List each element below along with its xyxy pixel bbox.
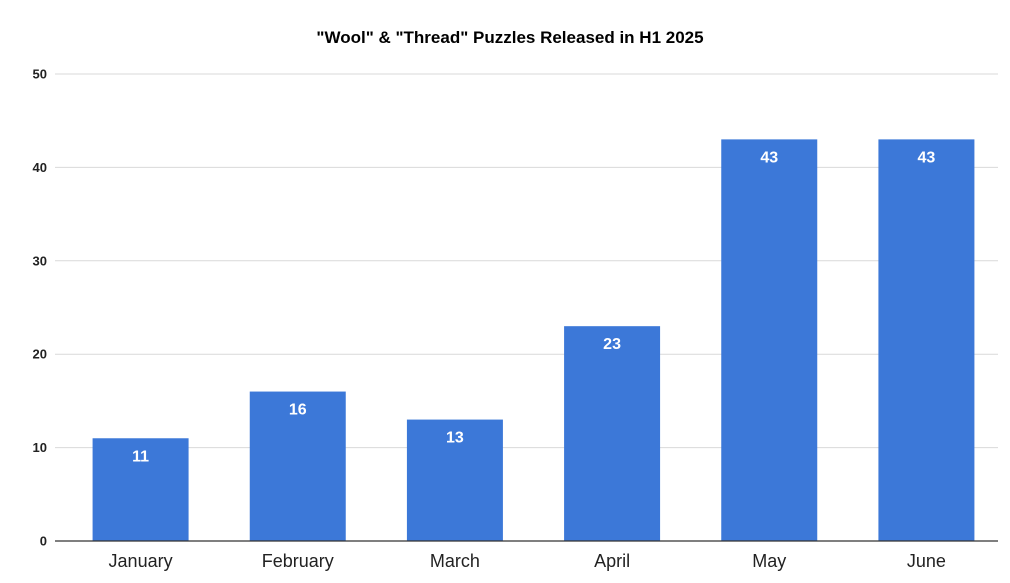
bar-data-label: 23 [603, 336, 621, 353]
x-tick-label: June [907, 551, 946, 571]
y-tick-label: 10 [33, 440, 47, 455]
bar-data-label: 43 [918, 149, 936, 166]
y-tick-label: 20 [33, 347, 47, 362]
bar-data-label: 11 [132, 448, 149, 465]
bar-may [721, 139, 818, 541]
y-axis-ticks: 0 10 20 30 40 50 [33, 67, 47, 549]
x-tick-label: January [109, 551, 173, 571]
x-tick-label: May [752, 551, 786, 571]
bar-data-label: 13 [446, 430, 464, 447]
bar-june [878, 139, 975, 541]
y-tick-label: 40 [33, 160, 47, 175]
bar-february [249, 391, 346, 541]
y-tick-label: 50 [33, 67, 47, 82]
bar-january [92, 438, 189, 541]
chart-title: "Wool" & "Thread" Puzzles Released in H1… [316, 28, 703, 47]
bar-april [564, 326, 661, 541]
x-tick-label: April [594, 551, 630, 571]
bar-data-label: 16 [289, 402, 307, 419]
bar-march [406, 419, 503, 541]
bar-data-labels: 11 16 13 23 43 43 [132, 149, 935, 465]
y-tick-label: 0 [40, 534, 47, 549]
x-axis-ticks: January February March April May June [109, 551, 946, 571]
gridlines [55, 73, 998, 449]
bar-data-label: 43 [760, 149, 778, 166]
bars [92, 139, 975, 541]
x-tick-label: February [262, 551, 334, 571]
x-tick-label: March [430, 551, 480, 571]
y-tick-label: 30 [33, 253, 47, 268]
